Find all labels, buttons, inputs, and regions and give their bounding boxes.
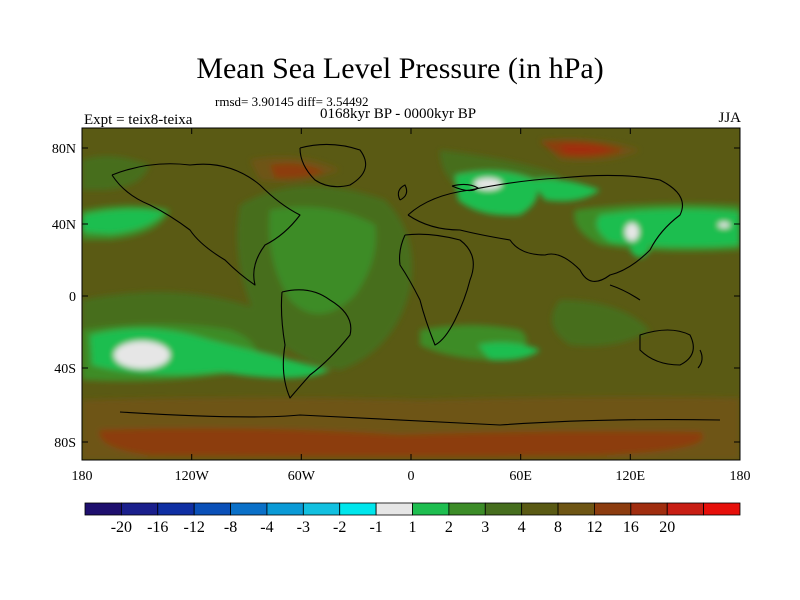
colorbar-swatch — [521, 502, 559, 516]
colorbar-swatch — [120, 502, 159, 516]
longitude-ticks: 180 120W 60W 0 60E 120E 180 — [72, 128, 751, 484]
colorbar-swatch — [557, 502, 595, 516]
colorbar-swatch — [302, 502, 341, 516]
lat-tick-label: 80S — [54, 436, 76, 451]
colorbar-label: -20 — [110, 519, 133, 536]
colorbar-label: -2 — [333, 519, 347, 536]
colorbar-label: 8 — [554, 519, 563, 536]
colorbar-label: 20 — [659, 519, 676, 536]
colorbar-swatch — [339, 502, 377, 516]
colorbar-label: 12 — [586, 519, 603, 536]
map-title: Mean Sea Level Pressure (in hPa) — [196, 52, 604, 85]
colorbar-swatch — [448, 502, 486, 516]
colorbar-label: -1 — [369, 519, 383, 536]
colorbar-swatch — [157, 502, 195, 516]
colorbar-swatch — [484, 502, 523, 516]
lat-tick-label: 80N — [52, 142, 76, 157]
colorbar-label: 16 — [622, 519, 639, 536]
lat-tick-label: 40N — [52, 218, 76, 233]
lon-tick-label: 120W — [175, 469, 210, 484]
pressure-field — [82, 128, 740, 460]
lat-tick-label: 0 — [69, 290, 76, 305]
colorbar-swatch — [230, 502, 268, 516]
colorbar-label: 1 — [408, 519, 417, 536]
lon-tick-label: 60W — [288, 469, 316, 484]
colorbar-label: -16 — [147, 519, 169, 536]
colorbar-swatch — [84, 502, 122, 516]
colorbar — [84, 502, 741, 516]
colorbar-swatch — [666, 502, 705, 516]
season-label: JJA — [718, 110, 741, 126]
time-period-subtitle: 0168kyr BP - 0000kyr BP — [320, 106, 477, 122]
colorbar-swatch — [703, 502, 741, 516]
latitude-ticks: 80N 40N 0 40S 80S — [52, 142, 740, 451]
colorbar-swatch — [630, 502, 668, 516]
colorbar-label: 2 — [444, 519, 453, 536]
lon-tick-label: 120E — [616, 469, 646, 484]
lon-tick-label: 180 — [730, 469, 751, 484]
colorbar-label: 4 — [517, 519, 526, 536]
colorbar-swatch — [375, 502, 413, 516]
rmsd-diff-stats: rmsd= 3.90145 diff= 3.54492 — [215, 94, 369, 109]
colorbar-label: -12 — [183, 519, 205, 536]
lon-tick-label: 180 — [72, 469, 93, 484]
colorbar-label: -8 — [223, 519, 238, 536]
colorbar-swatch — [412, 502, 450, 516]
colorbar-label: -3 — [296, 519, 310, 536]
coastlines — [111, 143, 721, 426]
colorbar-label: -4 — [260, 519, 274, 536]
colorbar-swatch — [594, 502, 632, 516]
experiment-label: Expt = teix8-teixa — [84, 112, 193, 128]
lon-tick-label: 60E — [509, 469, 532, 484]
colorbar-swatch — [266, 502, 304, 516]
colorbar-label: 3 — [481, 519, 490, 536]
lat-tick-label: 40S — [54, 362, 76, 377]
colorbar-swatch — [193, 502, 231, 516]
lon-tick-label: 0 — [408, 469, 415, 484]
